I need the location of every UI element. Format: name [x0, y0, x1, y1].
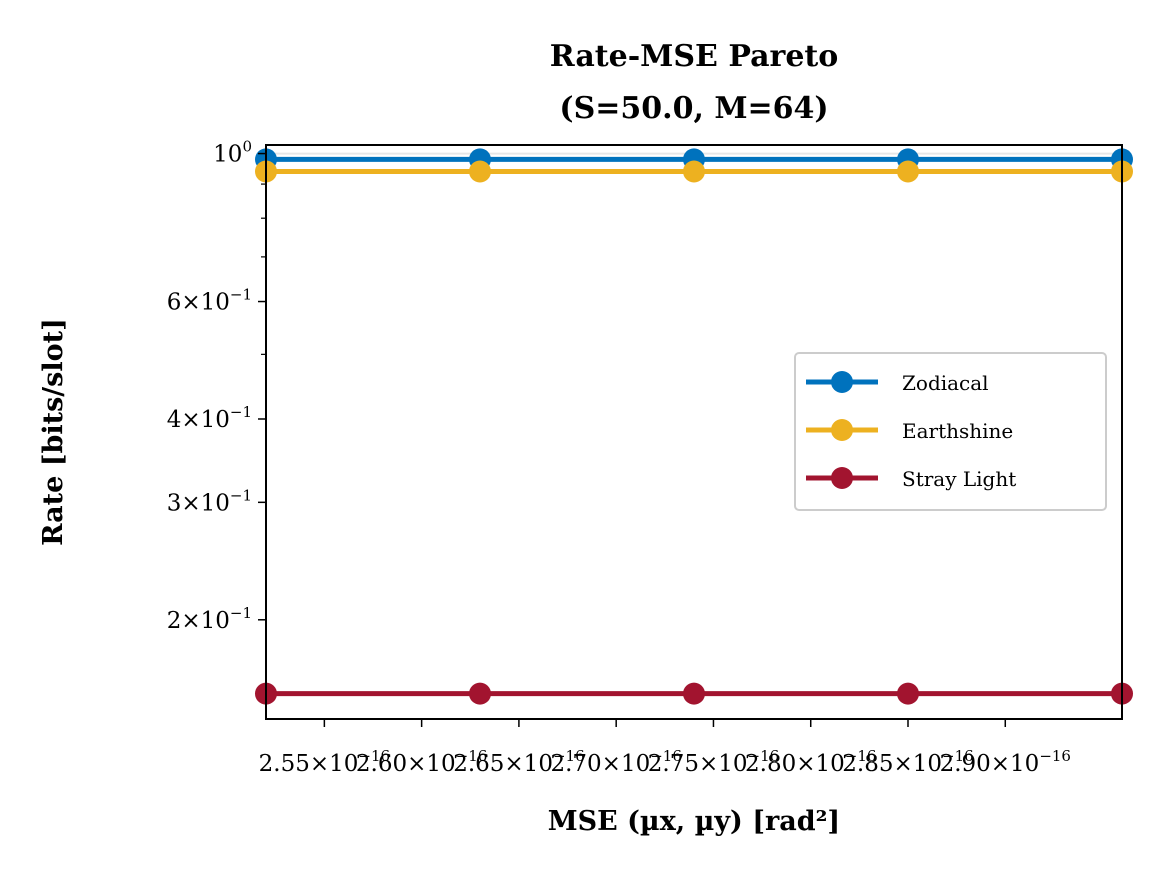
y-axis: 100 6×10−1 4×10−1 3×10−1 2×10−1 — [167, 138, 266, 634]
y-tick-label-3: 3×10−1 — [167, 486, 252, 516]
x-axis: 2.55×10−162.60×10−162.65×10−162.70×10−16… — [259, 719, 1071, 777]
axes-frame — [265, 144, 1123, 720]
legend-marker-2 — [831, 467, 853, 489]
x-tick-label-0: 2.55×10−16 — [259, 747, 390, 777]
series-1-point-2 — [683, 160, 705, 183]
y-tick-label-4: 2×10−1 — [167, 604, 252, 634]
x-axis-label: MSE (µx, µy) [rad²] — [548, 806, 840, 837]
x-tick-label-1: 2.60×10−16 — [356, 747, 487, 777]
legend-label-2: Stray Light — [902, 467, 1016, 491]
y-tick-label-2: 4×10−1 — [167, 403, 252, 433]
legend-label-1: Earthshine — [902, 419, 1013, 443]
y-tick-label-0: 100 — [213, 138, 252, 168]
legend-box — [794, 352, 1107, 511]
y-tick-label-1: 6×10−1 — [167, 286, 252, 316]
y-axis-label: Rate [bits/slot] — [38, 318, 69, 546]
x-tick-label-7: 2.90×10−16 — [940, 747, 1071, 777]
legend-label-0: Zodiacal — [902, 371, 989, 395]
chart-title-line-2: (S=50.0, M=64) — [559, 91, 828, 126]
chart-title-line-1: Rate-MSE Pareto — [550, 39, 839, 74]
legend-marker-0 — [831, 371, 853, 393]
legend: Zodiacal Earthshine Stray Light — [794, 352, 1107, 511]
series-2-point-1 — [469, 682, 491, 705]
x-tick-label-5: 2.80×10−16 — [745, 747, 876, 777]
legend-marker-1 — [831, 419, 853, 441]
series-1-point-1 — [469, 160, 491, 183]
plot-area — [255, 148, 1133, 705]
series-1-point-3 — [897, 160, 919, 183]
series-2-point-2 — [683, 682, 705, 705]
series-2-point-3 — [897, 682, 919, 705]
